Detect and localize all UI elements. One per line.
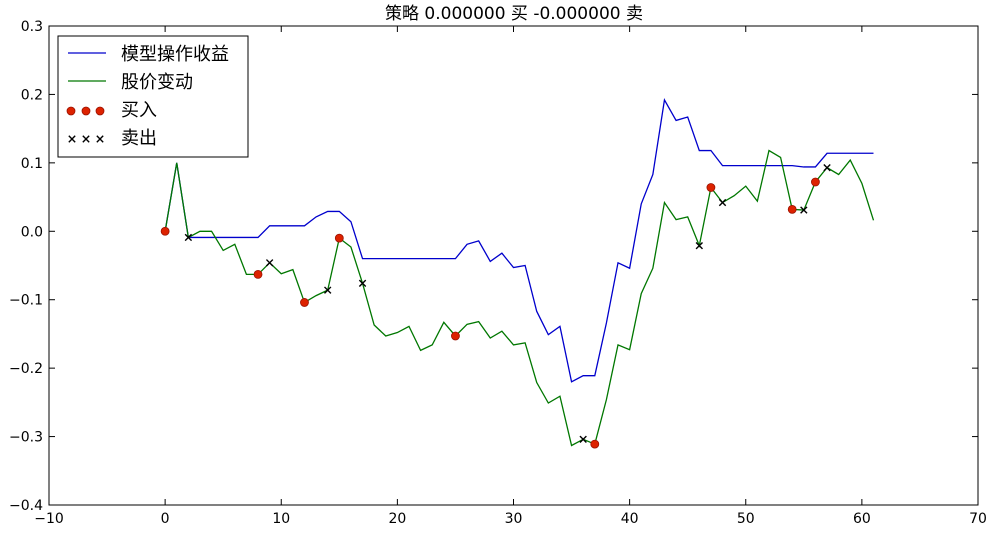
- y-tick-label: −0.4: [9, 498, 43, 514]
- buy-point: [300, 298, 309, 307]
- legend-buy-swatch: [66, 106, 76, 116]
- x-tick-label: 60: [853, 511, 871, 527]
- sell-point: [579, 435, 587, 444]
- legend-buy-swatch: [95, 106, 105, 116]
- x-tick-label: 20: [388, 511, 406, 527]
- buy-point: [253, 269, 263, 279]
- sell-point: [823, 163, 831, 172]
- sell-point-stroke: [184, 233, 193, 242]
- sell-point-stroke: [579, 435, 587, 444]
- y-tick-label: 0.3: [21, 19, 43, 35]
- legend-buy-swatch: [81, 106, 91, 116]
- series-line-2: [164, 149, 875, 447]
- buy-point: [787, 204, 797, 214]
- sell-point: [358, 279, 367, 287]
- sell-point-stroke: [358, 279, 367, 287]
- legend-sell-swatch: [96, 135, 104, 143]
- y-tick-label: −0.2: [9, 361, 43, 377]
- x-tick-label: 50: [737, 511, 755, 527]
- legend-label: 模型操作收益: [121, 44, 229, 65]
- x-tick-label: 70: [969, 511, 987, 527]
- sell-point: [324, 286, 332, 294]
- sell-point-stroke: [695, 241, 703, 250]
- y-tick-label: 0.1: [21, 156, 43, 172]
- buy-point: [811, 177, 820, 187]
- axis-ticks: −10 0 10 20 30 40 50 60 70 −0.4 −0.3 −0.2 −0.1 0.0 0.1…: [9, 19, 987, 527]
- sell-point: [800, 206, 808, 214]
- sell-point-stroke: [265, 259, 274, 267]
- legend-sell-swatch: [82, 135, 90, 143]
- buy-point: [451, 331, 460, 341]
- sell-point: [184, 233, 193, 242]
- legend-label: 买入: [121, 100, 157, 121]
- plot-series: [160, 97, 875, 449]
- buy-point: [160, 226, 170, 236]
- sell-point-stroke: [823, 163, 831, 172]
- y-tick-label: −0.1: [9, 293, 43, 309]
- buy-point: [706, 183, 716, 192]
- sell-point-stroke: [718, 198, 727, 207]
- legend-label: 卖出: [121, 128, 157, 149]
- y-tick-label: −0.3: [9, 430, 43, 446]
- sell-point: [265, 259, 274, 267]
- y-tick-label: 0.0: [21, 224, 43, 240]
- buy-point: [590, 439, 600, 449]
- buy-point: [334, 233, 344, 243]
- sell-point: [695, 241, 703, 250]
- legend-sell-swatch: [68, 135, 76, 143]
- series-line-1: [164, 97, 874, 383]
- x-tick-label: 30: [505, 511, 523, 527]
- sell-point-stroke: [324, 286, 332, 294]
- x-tick-label: 0: [161, 511, 170, 527]
- y-tick-label: 0.2: [21, 87, 43, 103]
- x-tick-label: −10: [34, 511, 64, 527]
- sell-point: [718, 198, 727, 207]
- chart-title: 策略 0.000000 买 -0.000000 卖: [385, 4, 643, 24]
- legend-label: 股价变动: [121, 72, 193, 93]
- sell-point-stroke: [800, 206, 808, 214]
- legend-box: [57, 35, 249, 158]
- x-tick-label: 40: [621, 511, 639, 527]
- x-tick-label: 10: [272, 511, 290, 527]
